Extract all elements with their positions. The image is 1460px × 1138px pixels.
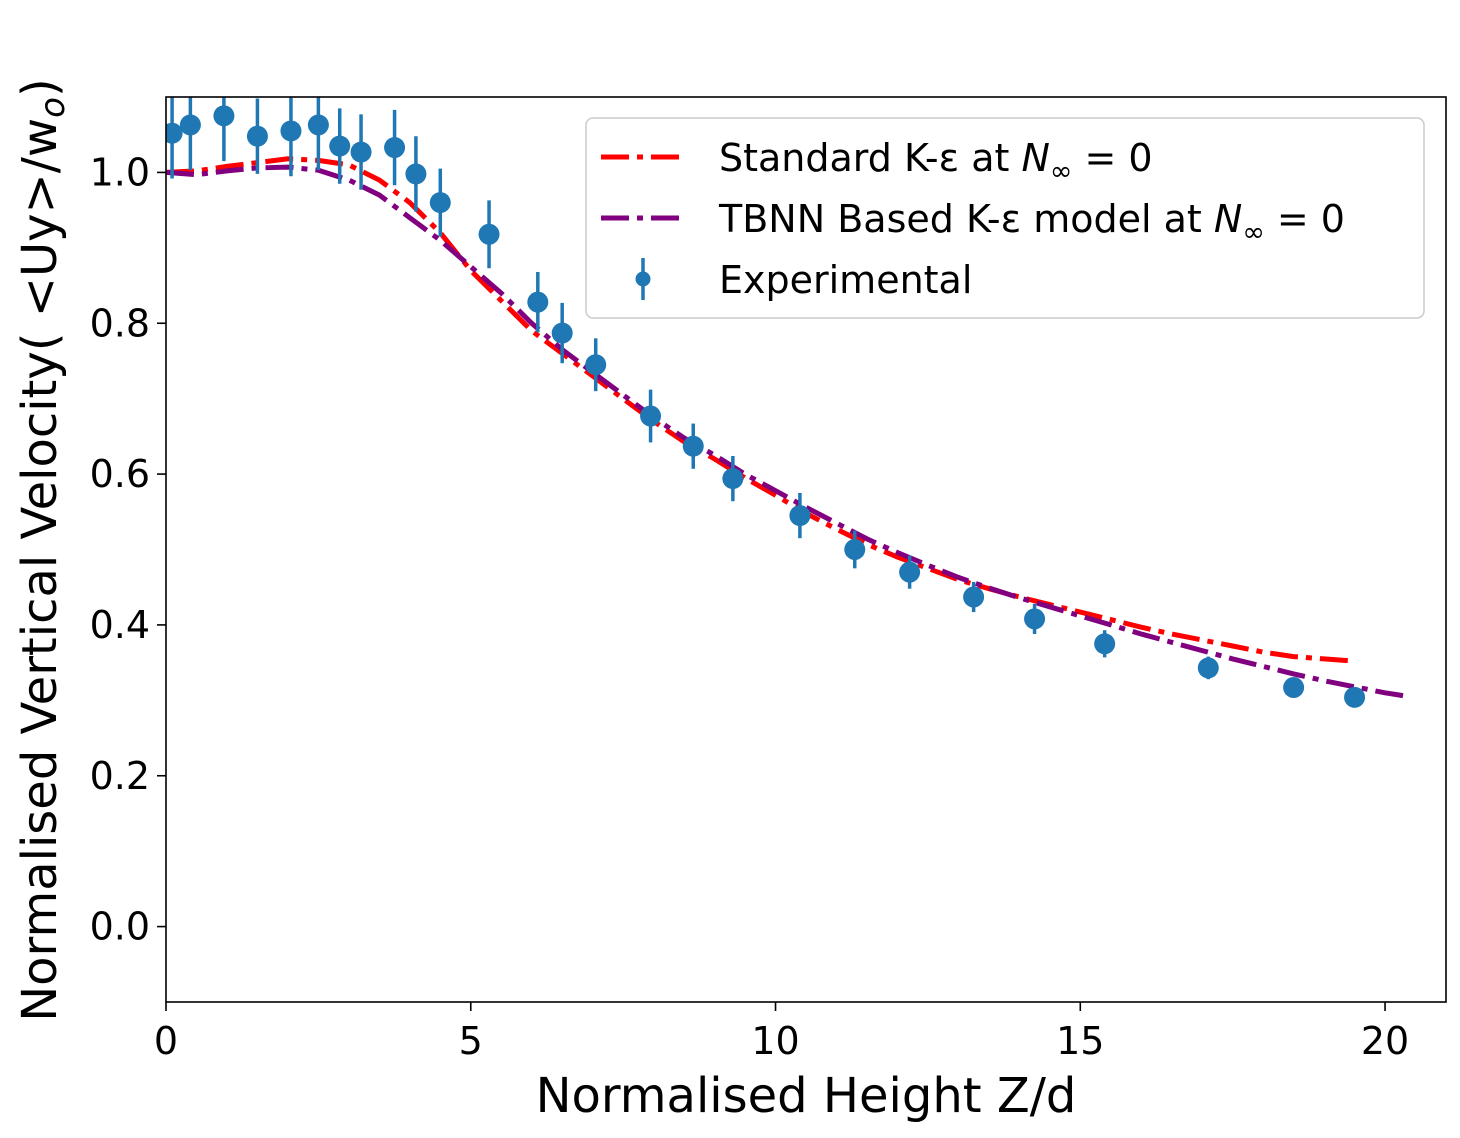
- legend-entry-suffix: = 0: [1265, 197, 1345, 241]
- legend-entry-prefix: Standard K-ε at: [719, 136, 1021, 180]
- experimental-point: [429, 192, 451, 214]
- experimental-point: [682, 435, 704, 457]
- experimental-point: [1197, 657, 1219, 679]
- experimental-point: [640, 405, 662, 427]
- experimental-point: [899, 561, 921, 583]
- legend-entry-symbol: N: [1021, 136, 1049, 180]
- y-tick-label: 0.6: [90, 452, 150, 496]
- experimental-point: [307, 114, 329, 136]
- legend-entry-text: TBNN Based K-ε model at N∞ = 0: [718, 197, 1345, 248]
- experimental-point: [527, 291, 549, 313]
- experimental-point: [1024, 608, 1046, 630]
- experimental-point: [166, 122, 183, 144]
- experimental-point: [551, 322, 573, 344]
- experimental-point: [405, 163, 427, 185]
- experimental-point: [1094, 633, 1116, 655]
- experimental-point: [478, 223, 500, 245]
- y-axis-label-main: Normalised Vertical Velocity( <Uy>/w: [12, 118, 68, 1022]
- experimental-point: [722, 468, 744, 490]
- legend-entry-prefix: Experimental: [719, 258, 972, 302]
- experimental-point: [384, 137, 406, 159]
- experimental-point: [789, 505, 811, 527]
- standard-ke-line: [166, 156, 1355, 664]
- legend-entry-prefix: TBNN Based K-ε model at: [718, 197, 1214, 241]
- experimental-point: [844, 539, 866, 560]
- x-axis-label: Normalised Height Z/d: [536, 1068, 1077, 1124]
- legend-entry-text: Experimental: [719, 258, 972, 302]
- y-tick-label: 0.8: [90, 301, 150, 345]
- axis-ticks: 0 5 10 15 20 0.0 0.2 0.4 0.6 0.8 1.0: [90, 150, 1410, 1063]
- legend-entry-subscript: ∞: [1050, 156, 1073, 187]
- legend-entry-subscript: ∞: [1242, 217, 1265, 248]
- y-tick-label: 0.4: [90, 603, 150, 647]
- x-tick-label: 5: [459, 1019, 483, 1063]
- x-tick-label: 10: [751, 1019, 799, 1063]
- legend-entry-symbol: N: [1214, 197, 1242, 241]
- legend-point-swatch: [635, 271, 651, 287]
- y-tick-label: 0.0: [90, 905, 150, 949]
- legend-entry-suffix: = 0: [1072, 136, 1152, 180]
- tbnn-ke-line: [166, 164, 1410, 700]
- experimental-point: [963, 586, 985, 608]
- y-axis-label: Normalised Vertical Velocity( <Uy>/wo): [12, 78, 73, 1021]
- y-axis-label-sub: o: [33, 97, 73, 118]
- legend-entry-text: Standard K-ε at N∞ = 0: [719, 136, 1153, 187]
- experimental-point: [280, 120, 302, 142]
- experimental-point: [585, 354, 607, 376]
- experimental-point: [329, 135, 351, 157]
- y-tick-label: 0.2: [90, 754, 150, 798]
- experimental-point: [179, 114, 201, 136]
- experimental-point: [1344, 686, 1366, 708]
- series-lines: [166, 156, 1410, 700]
- y-tick-label: 1.0: [90, 150, 150, 194]
- experimental-point: [246, 125, 268, 147]
- legend-frame: [585, 117, 1425, 319]
- x-tick-label: 20: [1361, 1019, 1409, 1063]
- experimental-point: [1283, 677, 1305, 699]
- x-tick-label: 15: [1056, 1019, 1104, 1063]
- experimental-point: [213, 105, 235, 127]
- y-axis-label-tail: ): [12, 78, 68, 97]
- experimental-points: [166, 97, 1366, 708]
- x-tick-label: 0: [154, 1019, 178, 1063]
- plot-frame: [165, 96, 1447, 1003]
- experimental-point: [350, 141, 372, 163]
